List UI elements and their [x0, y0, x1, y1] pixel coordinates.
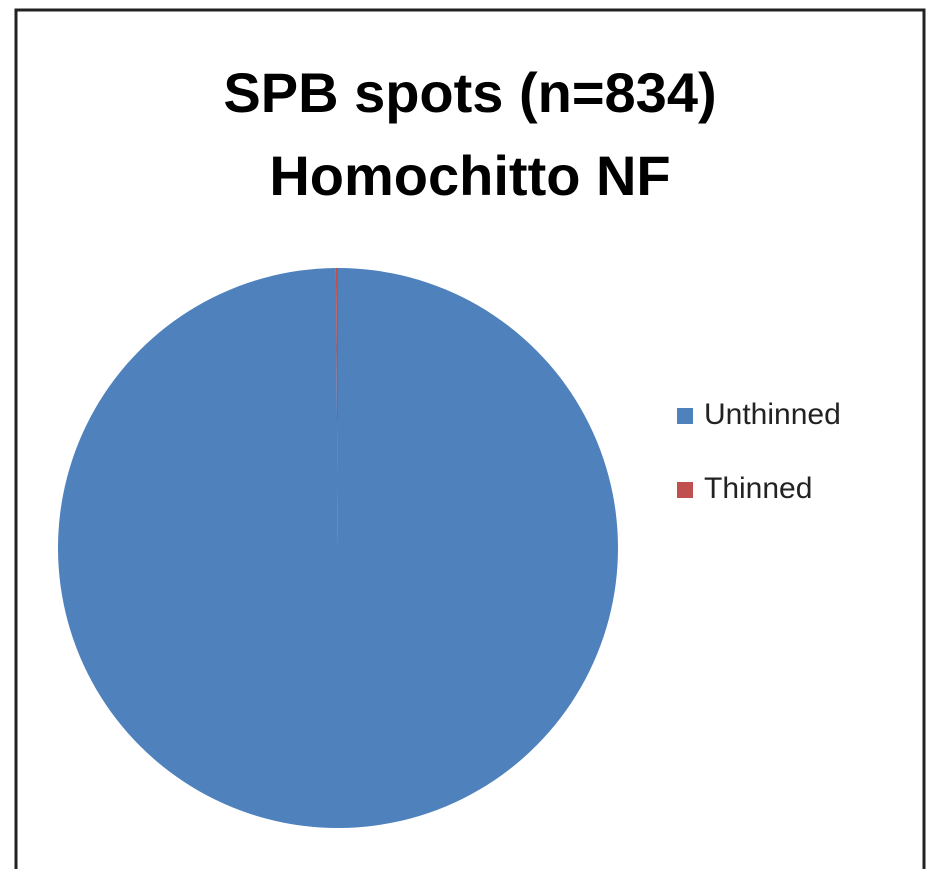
legend-label: Unthinned: [704, 398, 841, 431]
pie: [57, 268, 618, 828]
legend-swatch: [677, 408, 693, 424]
chart-title: SPB spots (n=834): [223, 61, 716, 124]
legend-label: Thinned: [704, 472, 812, 505]
legend: Unthinned Thinned: [677, 398, 841, 505]
legend-swatch: [677, 482, 693, 498]
chart-title: Homochitto NF: [269, 144, 670, 207]
pie-slice: [57, 268, 618, 828]
pie-slice: [335, 268, 338, 548]
chart-frame: [14, 8, 926, 869]
